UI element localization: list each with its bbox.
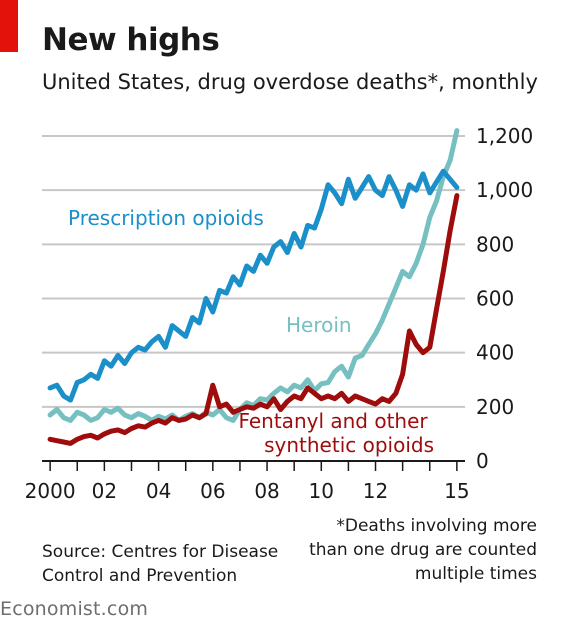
x-axis: 2000 02 04 06 08 10 12 15	[25, 460, 470, 503]
series-line-prescription	[47, 168, 460, 403]
label-fentanyl-line1: Fentanyl and other	[238, 409, 428, 433]
series-line-heroin	[47, 128, 460, 423]
series-lines	[47, 128, 460, 446]
y-tick-label: 200	[476, 395, 514, 419]
y-tick-label: 400	[476, 341, 514, 365]
chart-title: New highs	[42, 22, 220, 58]
label-fentanyl-line2: synthetic opioids	[264, 433, 434, 457]
x-tick-label: 15	[444, 479, 469, 503]
x-tick-label: 02	[92, 479, 117, 503]
x-tick-label: 06	[200, 479, 225, 503]
brand-red-tag	[0, 0, 18, 52]
y-axis-ticks: 0 200 400 600 800 1,000 1,200	[476, 124, 533, 473]
label-fentanyl: Fentanyl and other synthetic opioids	[238, 409, 434, 457]
y-tick-label: 800	[476, 232, 514, 256]
label-prescription: Prescription opioids	[68, 206, 264, 230]
footnote: *Deaths involving more than one drug are…	[309, 516, 537, 584]
label-heroin: Heroin	[286, 313, 352, 337]
x-tick-label: 2000	[25, 479, 76, 503]
y-tick-label: 1,200	[476, 124, 533, 148]
y-tick-label: 1,000	[476, 178, 533, 202]
source-note: Source: Centres for Disease Control and …	[42, 542, 279, 586]
x-tick-label: 08	[254, 479, 279, 503]
series-line-fentanyl	[47, 193, 460, 446]
x-tick-label: 04	[146, 479, 171, 503]
x-tick-label: 12	[363, 479, 388, 503]
brand-logo-text: Economist.com	[0, 598, 149, 620]
x-tick-label: 10	[309, 479, 334, 503]
y-tick-label: 0	[476, 449, 489, 473]
chart-subtitle: United States, drug overdose deaths*, mo…	[42, 70, 538, 94]
y-tick-label: 600	[476, 287, 514, 311]
